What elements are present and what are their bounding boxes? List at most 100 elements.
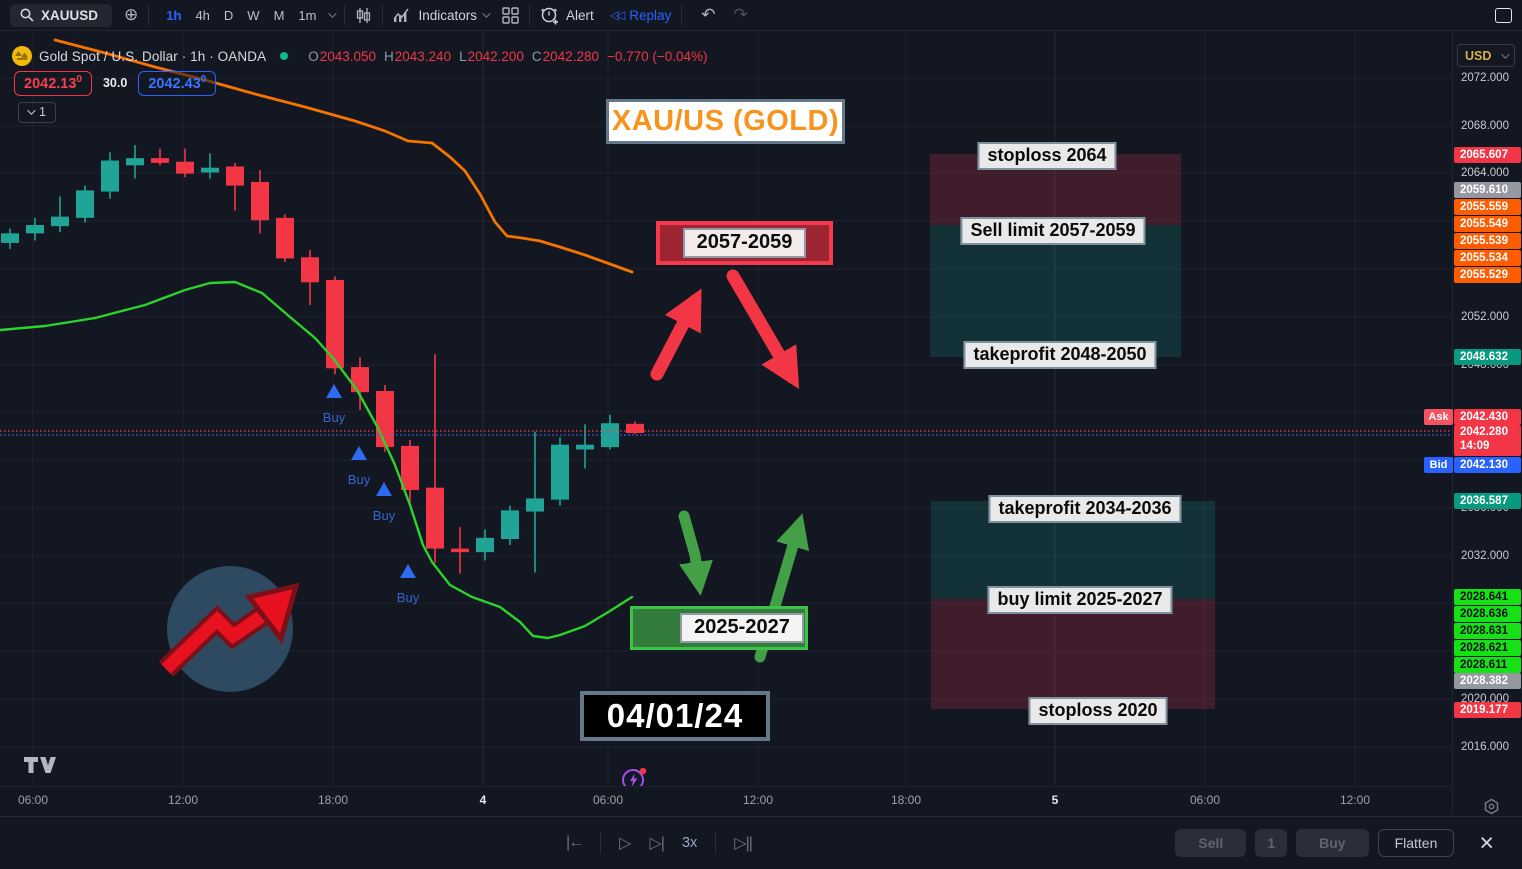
sell-button[interactable]: Sell <box>1175 829 1247 857</box>
timeframe-1m[interactable]: 1m <box>298 7 317 23</box>
buy-signal-triangle-icon <box>376 482 392 496</box>
buy-entry-range-box[interactable]: 2025-2027 <box>630 606 808 650</box>
chevron-down-icon[interactable] <box>482 9 491 18</box>
price-label-chip: 2028.631 <box>1454 623 1521 639</box>
candle-body <box>351 367 369 393</box>
alert-button[interactable]: Alert <box>566 7 594 23</box>
symbol-search-button[interactable]: XAUUSD <box>10 3 113 27</box>
time-axis-tick: 4 <box>479 793 487 807</box>
time-axis-tick: 18:00 <box>890 793 922 807</box>
sell-stoploss-label[interactable]: stoploss 2064 <box>977 142 1117 170</box>
jump-to-end-icon[interactable]: ▷|| <box>734 835 753 852</box>
open-value: 2043.050 <box>319 48 377 64</box>
sell-profit-zone[interactable] <box>930 225 1181 357</box>
candle-body <box>426 487 444 549</box>
price-label-chip: 2036.587 <box>1454 493 1521 509</box>
timeframe-m[interactable]: M <box>273 7 285 23</box>
timeframe-d[interactable]: D <box>223 7 234 23</box>
candle-body <box>601 423 619 448</box>
currency-dropdown[interactable]: USD <box>1457 44 1515 67</box>
timeframe-1h[interactable]: 1h <box>166 7 182 23</box>
play-icon[interactable]: ▷ <box>619 835 632 852</box>
chevron-down-icon <box>1501 49 1510 59</box>
layout-panel-icon[interactable] <box>1495 7 1512 23</box>
replay-button[interactable]: ◁◁ Replay <box>610 8 672 23</box>
buy-stoploss-label[interactable]: stoploss 2020 <box>1028 697 1168 725</box>
replay-icon: ◁◁ <box>609 8 626 22</box>
trend-arrow <box>678 510 713 596</box>
undo-icon[interactable]: ↶ <box>701 5 716 24</box>
timeframe-w[interactable]: W <box>247 7 260 23</box>
divider <box>148 5 150 25</box>
tray-count: 1 <box>39 105 46 119</box>
candle-body <box>476 537 494 553</box>
redo-icon[interactable]: ↷ <box>733 5 748 24</box>
chart-title-annotation[interactable]: XAU/US (GOLD) <box>606 99 845 144</box>
high-value: 2043.240 <box>394 48 452 64</box>
symbol-title[interactable]: Gold Spot / U.S. Dollar · 1h · OANDA <box>39 48 267 64</box>
layout-grid-icon[interactable] <box>502 6 519 24</box>
price-label-chip: 2048.632 <box>1454 349 1521 365</box>
price-axis-tick: 2068.000 <box>1461 120 1509 132</box>
time-axis-tick: 06:00 <box>1189 793 1221 807</box>
buy-limit-label[interactable]: buy limit 2025-2027 <box>987 586 1173 614</box>
instant-order-panel: 2042.130 30.0 2042.430 <box>14 71 217 96</box>
candle-body <box>51 216 69 227</box>
buy-takeprofit-label[interactable]: takeprofit 2034-2036 <box>988 495 1182 523</box>
sell-limit-label[interactable]: Sell limit 2057-2059 <box>960 217 1146 245</box>
market-open-dot <box>280 52 289 60</box>
bottom-toolbar: |← ▷ ▷| 3x ▷|| Sell 1 Buy Flatten × <box>0 816 1522 869</box>
sell-price-button[interactable]: 2042.130 <box>14 71 92 96</box>
replay-label: Replay <box>629 7 672 23</box>
candle-body <box>101 160 119 192</box>
divider <box>344 5 346 25</box>
price-label-chip: 2055.529 <box>1454 267 1521 283</box>
price-label-chip: 2028.382 <box>1454 673 1521 689</box>
time-axis-tick: 12:00 <box>167 793 199 807</box>
alert-clock-icon[interactable] <box>540 6 559 25</box>
candle-body <box>576 444 594 450</box>
chart-style-icon[interactable] <box>355 7 372 24</box>
jump-to-start-icon[interactable]: |← <box>566 834 584 851</box>
candle-body <box>151 158 169 163</box>
buy-price-button[interactable]: 2042.430 <box>138 71 217 96</box>
replay-controls: |← ▷ ▷| 3x ▷|| <box>566 817 753 869</box>
time-axis-tick: 06:00 <box>592 793 624 807</box>
price-label-chip: 2055.534 <box>1454 250 1521 266</box>
indicators-button[interactable]: Indicators <box>418 7 478 23</box>
replay-speed-button[interactable]: 3x <box>681 835 698 851</box>
sell-entry-range-box[interactable]: 2057-2059 <box>656 221 833 265</box>
price-label-chip: 2019.177 <box>1454 702 1521 718</box>
sell-takeprofit-label[interactable]: takeprofit 2048-2050 <box>963 341 1157 369</box>
fast-ma-line <box>0 280 634 640</box>
trend-arrow <box>726 269 800 390</box>
tradingview-logo[interactable] <box>24 756 56 774</box>
quantity-button[interactable]: 1 <box>1255 829 1288 857</box>
buy-stoploss-zone[interactable] <box>931 599 1215 709</box>
step-forward-icon[interactable]: ▷| <box>649 835 665 852</box>
price-label-chip: 2042.280 14:09 <box>1454 424 1521 456</box>
compare-add-icon[interactable]: ⊕ <box>124 5 139 24</box>
price-axis-tick: 2052.000 <box>1461 311 1509 323</box>
price-scale[interactable]: USD 2072.000 2068.000 2064.000 2052.000 2048… <box>1424 31 1522 815</box>
brand-logo <box>158 566 300 692</box>
indicators-icon[interactable] <box>393 7 411 23</box>
trend-arrow <box>650 288 702 381</box>
scale-settings-gear-icon[interactable] <box>1483 798 1500 815</box>
chart-title-text: XAU/US (GOLD) <box>611 105 840 137</box>
buy-signal-label: Buy <box>323 410 346 425</box>
buy-button[interactable]: Buy <box>1296 829 1369 857</box>
timeframe-4h[interactable]: 4h <box>195 7 210 23</box>
close-icon[interactable]: × <box>1479 829 1494 857</box>
date-annotation[interactable]: 04/01/24 <box>580 691 770 741</box>
candle-body <box>551 444 569 500</box>
chevron-down-icon[interactable] <box>328 9 338 18</box>
sell-range-text: 2057-2059 <box>682 228 807 258</box>
candle-body <box>301 257 319 283</box>
candle-body <box>451 548 469 553</box>
bid-tag: Bid <box>1424 457 1453 473</box>
object-tree-collapse-button[interactable]: 1 <box>18 102 56 123</box>
time-axis[interactable]: 06:00 12:00 18:00 4 06:00 12:00 18:00 5 06:00 12:… <box>0 786 1452 815</box>
flatten-button[interactable]: Flatten <box>1377 829 1455 857</box>
